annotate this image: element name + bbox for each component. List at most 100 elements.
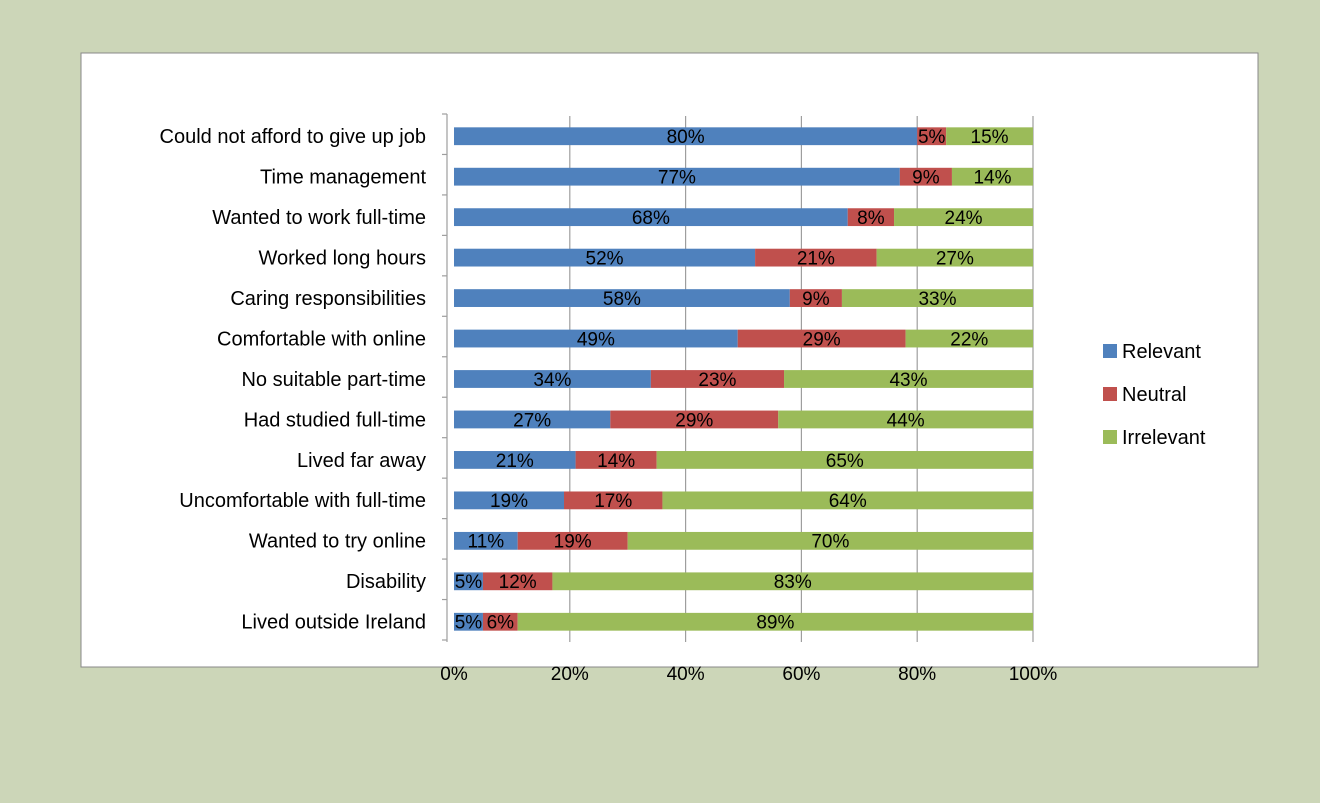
category-label: Uncomfortable with full-time (179, 490, 426, 512)
data-label: 21% (797, 248, 835, 269)
category-label: Lived far away (297, 450, 426, 472)
legend-label: Relevant (1122, 341, 1201, 363)
legend-swatch (1103, 344, 1117, 358)
bar-segment (847, 208, 895, 227)
x-tick-label: 60% (782, 664, 820, 685)
data-label: 89% (756, 613, 794, 634)
data-label: 80% (667, 127, 705, 148)
bar-segment (575, 451, 657, 469)
category-label: Time management (260, 167, 426, 189)
data-label: 49% (577, 329, 615, 350)
x-tick-label: 40% (667, 664, 705, 685)
data-label: 83% (774, 572, 812, 593)
legend-label: Neutral (1122, 384, 1186, 406)
data-label: 29% (803, 329, 841, 350)
bar-segment (650, 370, 785, 388)
bar-segment (454, 167, 900, 186)
category-label: Wanted to try online (249, 531, 426, 553)
bar-segment (841, 289, 1033, 307)
data-label: 52% (586, 248, 624, 269)
data-label: 6% (487, 613, 515, 634)
data-label: 5% (455, 572, 483, 593)
data-label: 70% (811, 532, 849, 553)
data-label: 14% (973, 168, 1011, 189)
bar-segment (454, 572, 483, 591)
data-label: 68% (632, 208, 670, 229)
bar-segment (454, 410, 611, 429)
category-label: Disability (346, 571, 426, 593)
stacked-bar-chart: 80% 5% 15% Could not afford to give up job 7… (80, 52, 1259, 685)
data-label: 5% (455, 613, 483, 634)
data-label: 33% (918, 289, 956, 310)
data-label: 58% (603, 289, 641, 310)
data-label: 19% (554, 532, 592, 553)
category-label: Lived outside Ireland (241, 612, 426, 634)
data-label: 23% (698, 370, 736, 391)
category-label: Worked long hours (259, 247, 427, 269)
bar-segment (899, 167, 952, 186)
bar-segment (454, 451, 576, 469)
bar-segment (917, 127, 947, 146)
chart-frame: 80% 5% 15% Could not afford to give up job 7… (10, 10, 1310, 793)
bar-segment (789, 289, 842, 307)
bar-segment (656, 451, 1033, 469)
bar-segment (454, 329, 738, 348)
data-label: 77% (658, 168, 696, 189)
data-label: 34% (533, 370, 571, 391)
category-label: Wanted to work full-time (212, 207, 426, 229)
data-label: 14% (597, 451, 635, 472)
bar-segment (552, 572, 1033, 591)
bar-segment (454, 289, 790, 307)
data-label: 22% (950, 329, 988, 350)
category-label: Had studied full-time (244, 409, 426, 431)
bar-segment (454, 248, 756, 267)
data-label: 19% (490, 491, 528, 512)
data-label: 9% (912, 168, 940, 189)
category-label: No suitable part-time (241, 369, 426, 391)
data-label: 15% (971, 127, 1009, 148)
bar-segment (454, 208, 848, 227)
bar-segment (876, 248, 1033, 267)
x-tick-label: 20% (551, 664, 589, 685)
data-label: 24% (945, 208, 983, 229)
bar-segment (454, 531, 518, 550)
bar-segment (905, 329, 1033, 348)
data-label: 9% (802, 289, 830, 310)
bar-segment (454, 612, 483, 631)
bar-segment (482, 612, 518, 631)
data-label: 43% (889, 370, 927, 391)
plot-panel (80, 52, 1259, 668)
bar-segment (482, 572, 553, 591)
data-label: 17% (594, 491, 632, 512)
data-label: 21% (496, 451, 534, 472)
legend-swatch (1103, 387, 1117, 401)
bar-segment (454, 127, 918, 146)
bar-segment (627, 531, 1033, 550)
bar-segment (454, 370, 651, 388)
bar-segment (894, 208, 1033, 227)
data-label: 12% (499, 572, 537, 593)
bar-segment (778, 410, 1033, 429)
x-tick-label: 100% (1009, 664, 1058, 685)
bar-segment (755, 248, 877, 267)
bar-segment (517, 531, 628, 550)
data-label: 65% (826, 451, 864, 472)
data-label: 64% (829, 491, 867, 512)
data-label: 29% (675, 410, 713, 431)
data-label: 5% (918, 127, 946, 148)
x-tick-label: 80% (898, 664, 936, 685)
category-label: Could not afford to give up job (160, 126, 426, 148)
category-label: Caring responsibilities (230, 288, 426, 310)
category-label: Comfortable with online (217, 328, 426, 350)
data-label: 11% (468, 532, 505, 553)
data-label: 44% (887, 410, 925, 431)
data-label: 27% (513, 410, 551, 431)
bar-segment (564, 491, 663, 510)
bar-segment (454, 491, 565, 510)
data-label: 27% (936, 248, 974, 269)
bar-segment (610, 410, 779, 429)
legend-swatch (1103, 430, 1117, 444)
bar-segment (662, 491, 1033, 510)
bar-segment (737, 329, 906, 348)
bar-segment (784, 370, 1033, 388)
